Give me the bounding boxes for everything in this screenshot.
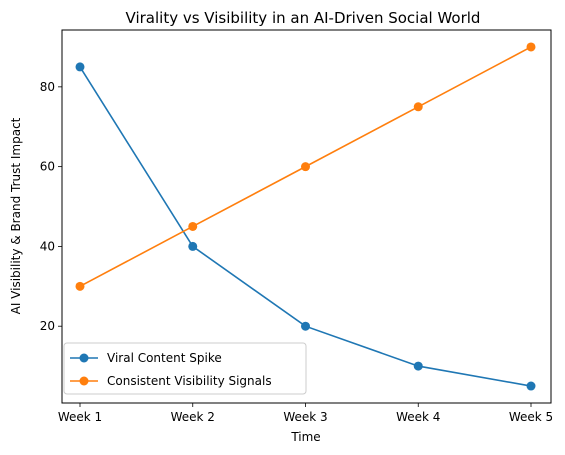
x-tick-label: Week 5 — [509, 410, 553, 424]
data-point — [188, 221, 198, 231]
legend-label: Viral Content Spike — [107, 351, 222, 365]
data-point — [413, 361, 423, 371]
y-tick-label: 80 — [40, 80, 55, 94]
data-point — [75, 62, 85, 72]
y-axis-label: AI Visibility & Brand Trust Impact — [9, 117, 23, 314]
data-point — [413, 102, 423, 112]
chart-title: Virality vs Visibility in an AI-Driven S… — [126, 9, 481, 27]
x-tick-label: Week 4 — [396, 410, 440, 424]
y-tick-label: 40 — [40, 239, 55, 253]
x-tick-label: Week 2 — [171, 410, 215, 424]
y-tick-label: 20 — [40, 319, 55, 333]
y-tick-label: 60 — [40, 160, 55, 174]
series-layer — [75, 42, 536, 391]
plot-area — [61, 29, 552, 404]
legend-box — [63, 342, 307, 395]
legend-marker — [79, 376, 89, 386]
data-point — [526, 42, 536, 52]
legend-marker — [79, 353, 89, 363]
data-point — [188, 241, 198, 251]
data-point — [75, 281, 85, 291]
legend: Viral Content Spike Consistent Visibility… — [63, 342, 307, 395]
legend-label: Consistent Visibility Signals — [107, 374, 272, 388]
data-point — [301, 162, 310, 172]
data-point — [526, 381, 536, 391]
x-axis: Week 1 Week 2 Week 3 Week 4 Week 5 — [58, 403, 553, 424]
x-axis-label: Time — [290, 430, 320, 444]
y-axis: 20 40 60 80 — [40, 80, 62, 333]
x-tick-label: Week 3 — [283, 410, 327, 424]
data-point — [301, 321, 310, 331]
x-tick-label: Week 1 — [58, 410, 102, 424]
